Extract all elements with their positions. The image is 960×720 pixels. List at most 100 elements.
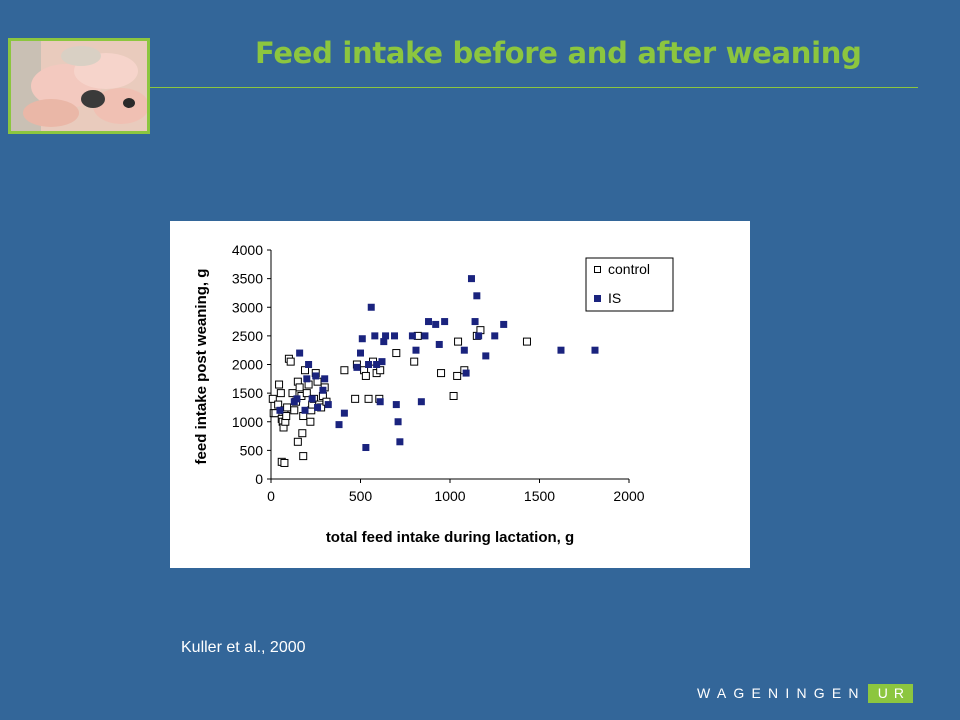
data-point-control bbox=[453, 371, 462, 380]
data-point-control bbox=[376, 366, 385, 375]
data-point-control bbox=[522, 337, 531, 346]
data-point-control bbox=[268, 394, 277, 403]
data-point-is bbox=[301, 406, 309, 414]
x-tick-label: 0 bbox=[267, 488, 275, 504]
data-point-is bbox=[417, 398, 425, 406]
data-point-control bbox=[340, 366, 349, 375]
data-point-is bbox=[319, 386, 327, 394]
data-point-is bbox=[293, 395, 301, 403]
data-point-is bbox=[482, 352, 490, 360]
page-title: Feed intake before and after weaning bbox=[255, 36, 862, 70]
y-tick-label: 0 bbox=[255, 471, 263, 487]
y-tick-label: 3500 bbox=[232, 271, 263, 287]
data-point-is bbox=[378, 358, 386, 366]
y-tick-label: 1500 bbox=[232, 385, 263, 401]
chart-legend: control IS bbox=[585, 257, 674, 312]
data-point-is bbox=[373, 361, 381, 368]
data-point-is bbox=[296, 349, 304, 357]
data-point-is bbox=[303, 375, 311, 383]
data-point-control bbox=[288, 389, 297, 398]
x-tick-label: 500 bbox=[349, 488, 373, 504]
data-point-is bbox=[382, 332, 390, 340]
legend-label-control: control bbox=[608, 261, 650, 277]
x-tick-label: 1000 bbox=[434, 488, 465, 504]
data-point-control bbox=[293, 437, 302, 446]
title-divider bbox=[150, 87, 918, 88]
data-point-control bbox=[454, 337, 463, 346]
x-tick-label: 1500 bbox=[524, 488, 555, 504]
data-point-control bbox=[290, 406, 299, 415]
data-point-is bbox=[358, 335, 366, 343]
y-tick-label: 2000 bbox=[232, 357, 263, 373]
data-point-is bbox=[308, 395, 316, 403]
data-point-is bbox=[324, 401, 332, 409]
logo-text: WAGENINGEN bbox=[697, 685, 866, 701]
data-point-control bbox=[437, 369, 446, 378]
data-point-is bbox=[362, 444, 370, 452]
data-point-is bbox=[312, 372, 320, 380]
data-point-is bbox=[435, 340, 443, 348]
data-point-control bbox=[351, 394, 360, 403]
data-point-control bbox=[286, 357, 295, 366]
data-point-control bbox=[282, 412, 291, 421]
piglets-icon bbox=[11, 41, 147, 131]
data-point-is bbox=[460, 346, 468, 354]
data-point-is bbox=[491, 332, 499, 340]
chart-svg: 0 500 1000 1500 2000 0 500 1000 1500 2000 2500 3000… bbox=[193, 242, 674, 546]
data-point-is bbox=[391, 332, 399, 340]
data-point-is bbox=[321, 375, 329, 383]
data-point-control bbox=[295, 383, 304, 392]
data-point-control bbox=[449, 391, 458, 400]
data-point-control bbox=[275, 380, 284, 389]
data-point-is bbox=[380, 338, 388, 346]
data-point-is bbox=[367, 303, 375, 311]
data-point-is bbox=[467, 275, 475, 283]
data-point-is bbox=[376, 398, 384, 406]
data-point-is bbox=[394, 418, 402, 426]
data-point-is bbox=[462, 369, 470, 377]
data-point-is bbox=[392, 401, 400, 409]
data-point-control bbox=[280, 458, 289, 467]
data-point-control bbox=[301, 366, 310, 375]
data-point-is bbox=[371, 332, 379, 340]
data-point-is bbox=[441, 318, 449, 326]
data-point-is bbox=[475, 332, 483, 340]
data-point-control bbox=[276, 389, 285, 398]
x-axis-label: total feed intake during lactation, g bbox=[326, 529, 574, 546]
data-point-control bbox=[410, 357, 419, 366]
data-point-is bbox=[276, 406, 284, 414]
data-point-is bbox=[421, 332, 429, 340]
data-point-control bbox=[283, 403, 292, 412]
logo-box: UR bbox=[867, 684, 913, 703]
data-point-control bbox=[299, 452, 308, 461]
data-point-control bbox=[361, 371, 370, 380]
data-point-is bbox=[473, 292, 481, 300]
data-point-control bbox=[306, 417, 315, 426]
y-tick-label: 4000 bbox=[232, 242, 263, 258]
piglets-photo bbox=[8, 38, 150, 134]
data-point-is bbox=[591, 346, 599, 354]
data-point-is bbox=[305, 361, 313, 368]
y-tick-label: 500 bbox=[240, 442, 264, 458]
data-point-is bbox=[432, 320, 440, 328]
data-point-is bbox=[557, 346, 565, 354]
data-point-is bbox=[357, 349, 364, 357]
wageningen-ur-logo: WAGENINGEN UR bbox=[697, 684, 913, 703]
legend-label-is: IS bbox=[608, 290, 621, 306]
legend-marker-control bbox=[594, 266, 601, 273]
data-point-is bbox=[408, 332, 416, 340]
data-point-is bbox=[425, 318, 433, 326]
x-tick-label: 2000 bbox=[613, 488, 644, 504]
data-point-control bbox=[364, 394, 373, 403]
data-point-is bbox=[335, 421, 343, 429]
data-point-control bbox=[298, 429, 307, 438]
data-point-is bbox=[471, 318, 479, 326]
y-tick-label: 3000 bbox=[232, 299, 263, 315]
y-tick-label: 2500 bbox=[232, 328, 263, 344]
data-point-is bbox=[314, 403, 322, 411]
data-point-is bbox=[396, 438, 404, 446]
data-point-is bbox=[412, 346, 420, 354]
data-point-is bbox=[365, 361, 373, 368]
data-point-control bbox=[302, 389, 311, 398]
y-axis-label: feed intake post weaning, g bbox=[193, 269, 210, 465]
